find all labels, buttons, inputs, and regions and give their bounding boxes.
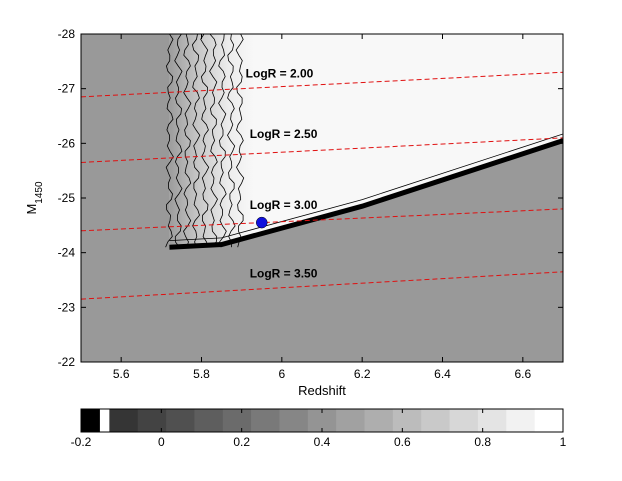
annotations: LogR = 2.00 LogR = 2.50 LogR = 3.00 LogR = …	[246, 67, 318, 281]
contour-line	[235, 34, 245, 248]
y-axis-label: M1450	[24, 181, 45, 215]
colorbar-tick-label: 0	[158, 435, 165, 449]
contour-line	[227, 34, 236, 248]
colorbar-tick-label: 1	[560, 435, 567, 449]
colorbar-swatch	[251, 409, 280, 432]
x-tick-label: 6.2	[354, 367, 371, 381]
colorbar-swatch	[364, 409, 394, 432]
colorbar-swatch	[81, 409, 100, 432]
logr-label: LogR = 2.00	[246, 67, 314, 81]
colorbar-swatch	[109, 409, 139, 432]
logr-lines	[81, 71, 563, 300]
contour-line	[209, 34, 218, 248]
logr-line	[81, 208, 563, 232]
x-tick-label: 6	[278, 367, 285, 381]
x-tick-label: 6.6	[514, 367, 531, 381]
contour-line	[183, 34, 192, 248]
colorbar-tick-label: 0.8	[474, 435, 491, 449]
colorbar-swatch	[137, 409, 167, 432]
logr-label: LogR = 3.00	[250, 198, 318, 212]
colorbar-swatch	[534, 409, 564, 432]
x-axis-label: Redshift	[298, 383, 346, 398]
x-tick-label: 6.4	[434, 367, 451, 381]
colorbar-swatch	[279, 409, 309, 432]
colorbar-tick-label: -0.2	[71, 435, 92, 449]
logr-label: LogR = 3.50	[250, 266, 318, 280]
colorbar-tick-label: 0.2	[233, 435, 250, 449]
data-point	[256, 216, 268, 229]
y-tick-label: -24	[58, 246, 76, 260]
colorbar-swatch	[336, 409, 366, 432]
colorbar-swatch	[477, 409, 507, 432]
colorbar-swatch	[222, 409, 252, 432]
contour-line	[191, 34, 201, 248]
colorbar-swatch	[194, 409, 224, 432]
colorbar-tick-label: 0.6	[394, 435, 411, 449]
y-tick-label: -25	[58, 191, 76, 205]
completeness-boundary	[169, 138, 563, 250]
contour-line	[174, 34, 183, 248]
contour-line	[200, 34, 210, 248]
colorbar-swatch	[506, 409, 536, 432]
colorbar-swatch	[421, 409, 451, 432]
y-tick-label: -27	[58, 82, 76, 96]
colorbar-swatch	[166, 409, 195, 432]
axes: 5.6 5.8 6 6.2 6.4 6.6 -28 -27 -26 -25 -24 -23 -22	[58, 27, 563, 381]
colorbar: -0.2 0 0.2 0.4 0.6 0.8 1	[71, 408, 567, 449]
x-tick-label: 5.6	[113, 367, 130, 381]
logr-line	[81, 271, 563, 300]
x-tick-label: 5.8	[193, 367, 210, 381]
y-tick-label: -23	[58, 300, 76, 314]
colorbar-tick-label: 0.4	[314, 435, 331, 449]
colorbar-swatch	[307, 409, 337, 432]
logr-line	[81, 71, 563, 98]
y-tick-label: -26	[58, 136, 76, 150]
logr-label: LogR = 2.50	[250, 127, 318, 141]
contour-line	[165, 34, 174, 248]
y-tick-label: -22	[58, 355, 76, 369]
colorbar-swatch	[449, 409, 479, 432]
colorbar-swatch	[392, 409, 422, 432]
y-tick-label: -28	[58, 27, 76, 41]
contour-line	[218, 34, 227, 248]
logr-line	[81, 137, 563, 163]
contour-line	[169, 133, 563, 241]
